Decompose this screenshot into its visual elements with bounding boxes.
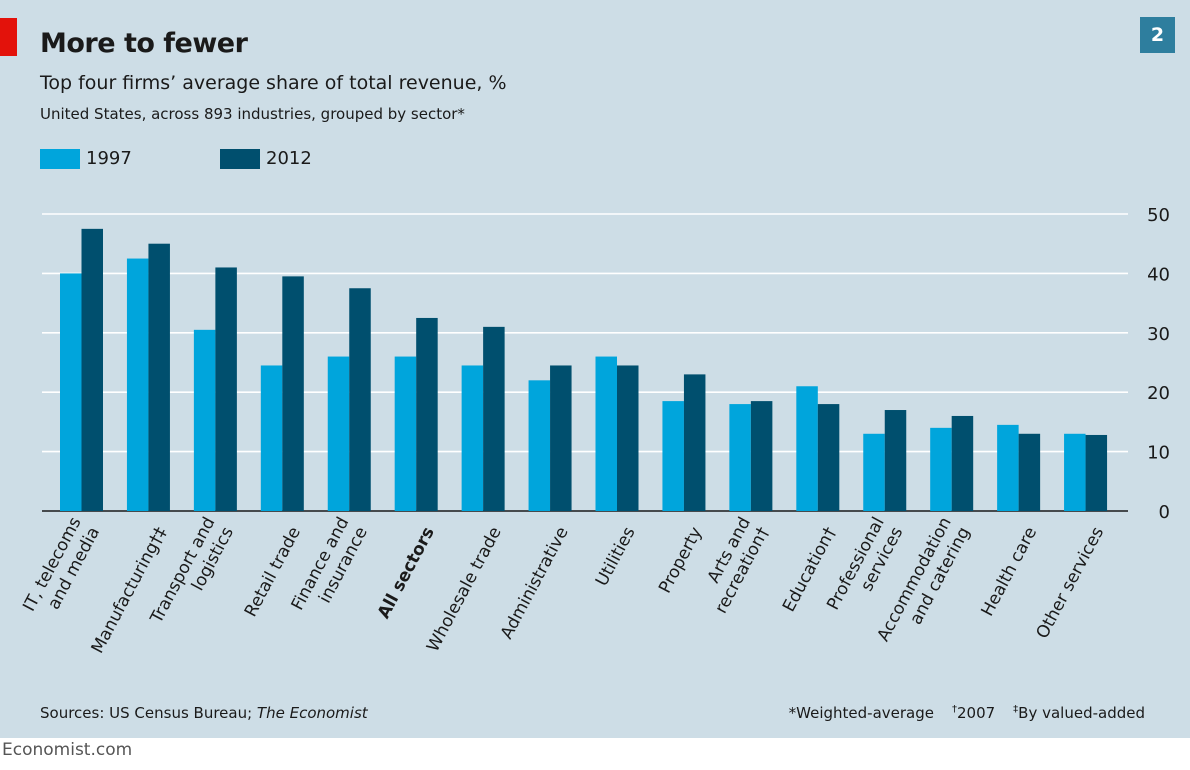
bar-1997-6: [394, 356, 417, 511]
footer-notes: *Weighted-average †2007 ‡By valued-added: [789, 704, 1145, 722]
bar-2012-6: [416, 317, 438, 511]
bar-2012-14: [951, 415, 974, 511]
x-tick-label-group: Health care: [978, 524, 1042, 620]
x-tick-label: Property: [655, 524, 706, 597]
bar-1997-12: [796, 386, 818, 511]
sources-text: Sources: US Census Bureau;: [40, 704, 257, 722]
bar-1997-15: [997, 424, 1019, 511]
x-tick-label: Other services: [1033, 524, 1109, 642]
bar-1997-7: [461, 365, 484, 511]
x-tick-label: Health care: [978, 524, 1042, 620]
x-tick-label-group: Other services: [1033, 524, 1109, 642]
x-tick-label-group: Manufacturing†‡: [88, 523, 172, 657]
legend-swatch-1997: [40, 148, 80, 169]
bar-1997-10: [662, 401, 684, 511]
y-tick-label: 10: [1147, 443, 1170, 464]
y-tick-label: 30: [1147, 324, 1170, 345]
bar-2012-10: [683, 374, 706, 511]
bar-2012-12: [817, 404, 840, 511]
bar-2012-2: [148, 243, 170, 511]
bar-1997-4: [260, 365, 283, 511]
bar-2012-16: [1085, 434, 1108, 511]
bar-2012-11: [750, 401, 773, 511]
chart-number-badge: 2: [1140, 17, 1175, 53]
bar-1997-13: [863, 433, 885, 511]
chart-subtitle-secondary: United States, across 893 industries, gr…: [40, 105, 465, 123]
chart-title: More to fewer: [40, 28, 248, 59]
red-tab-marker: [0, 18, 17, 56]
legend-item-1997: 1997: [40, 148, 132, 169]
x-tick-label: Wholesale trade: [423, 524, 506, 656]
legend-label-2012: 2012: [266, 148, 312, 169]
legend-item-2012: 2012: [220, 148, 312, 169]
note-double-dagger: ‡By valued-added: [1013, 704, 1145, 722]
x-tick-label-group: Wholesale trade: [423, 524, 506, 656]
x-tick-label-group: Utilities: [592, 524, 640, 590]
bar-1997-11: [729, 404, 751, 511]
bar-1997-1: [60, 273, 82, 511]
x-tick-label: Administrative: [497, 524, 573, 643]
sources-italic-text: The Economist: [256, 704, 368, 722]
x-tick-label-group: Property: [655, 524, 706, 597]
legend-swatch-2012: [220, 148, 260, 169]
bar-2012-13: [884, 410, 907, 511]
bar-2012-9: [617, 365, 639, 511]
bar-1997-2: [126, 258, 149, 511]
bar-1997-9: [595, 356, 617, 511]
note-weighted-average: *Weighted-average: [788, 704, 934, 722]
double-dagger-text: By valued-added: [1018, 704, 1145, 722]
bar-2012-15: [1018, 433, 1041, 511]
x-tick-label: All sectors: [374, 524, 439, 622]
footer-sources: Sources: US Census Bureau; The Economist: [40, 704, 368, 722]
x-tick-label: Manufacturing†‡: [88, 523, 172, 657]
y-tick-label: 40: [1147, 264, 1170, 285]
bar-2012-3: [215, 267, 237, 511]
brand-logo-text: Economist.com: [2, 740, 133, 760]
dagger-mark: †: [951, 704, 957, 715]
bar-1997-5: [327, 356, 350, 511]
y-tick-label: 20: [1147, 383, 1170, 404]
x-tick-label: Utilities: [592, 524, 640, 590]
bar-1997-3: [193, 329, 216, 511]
bar-1997-16: [1064, 433, 1086, 511]
bar-2012-7: [483, 326, 505, 511]
bar-2012-8: [550, 365, 572, 511]
x-tick-label-group: All sectors: [374, 524, 439, 622]
bar-2012-1: [81, 228, 103, 511]
bar-2012-4: [282, 276, 304, 511]
chart-subtitle: Top four firms’ average share of total r…: [40, 72, 507, 94]
bar-1997-14: [930, 427, 952, 511]
legend-label-1997: 1997: [86, 148, 132, 169]
bar-2012-5: [349, 288, 371, 511]
x-tick-label-group: Administrative: [497, 524, 573, 643]
note-dagger: †2007: [952, 704, 995, 722]
bar-1997-8: [528, 380, 551, 511]
dagger-text: 2007: [956, 704, 996, 722]
double-dagger-mark: ‡: [1013, 704, 1019, 715]
y-tick-label: 50: [1147, 205, 1170, 226]
y-tick-label: 0: [1159, 502, 1170, 523]
